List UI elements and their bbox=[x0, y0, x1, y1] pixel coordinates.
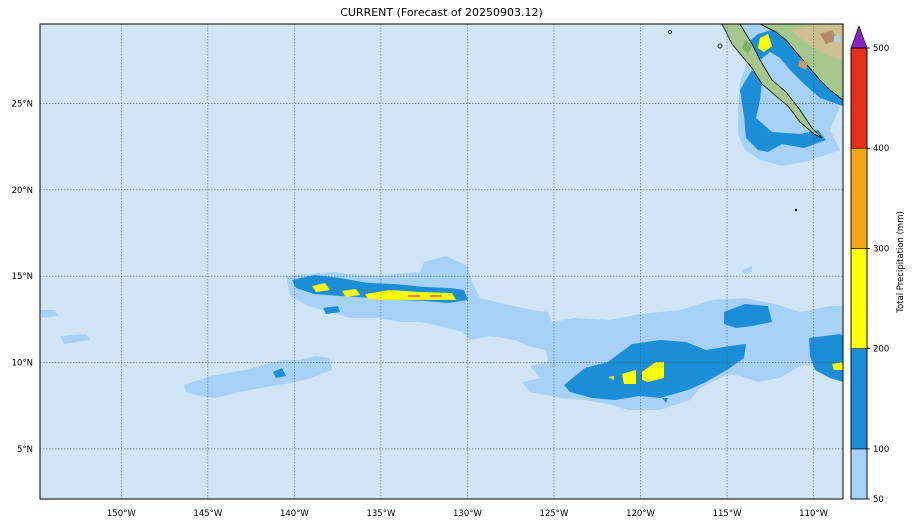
lon-tick-label: 125°W bbox=[540, 509, 569, 519]
map-title: CURRENT (Forecast of 20250903.12) bbox=[340, 6, 543, 19]
colorbar-segment bbox=[850, 348, 868, 450]
lat-tick-label: 20°N bbox=[12, 186, 33, 196]
colorbar-tick-label: 400 bbox=[873, 144, 889, 154]
precip-level-300-400 bbox=[408, 295, 442, 297]
lon-tick-label: 115°W bbox=[713, 509, 742, 519]
colorbar-segment bbox=[850, 47, 868, 149]
lat-tick-label: 10°N bbox=[12, 359, 33, 369]
lon-tick-label: 140°W bbox=[280, 509, 309, 519]
lon-tick-label: 120°W bbox=[626, 509, 655, 519]
lon-tick-label: 135°W bbox=[366, 509, 395, 519]
colorbar-tick-label: 100 bbox=[873, 445, 889, 455]
lat-tick-label: 25°N bbox=[12, 99, 33, 109]
lon-tick-label: 145°W bbox=[193, 509, 222, 519]
colorbar-segment bbox=[850, 248, 868, 349]
colorbar-extend-arrow bbox=[850, 25, 868, 49]
lat-tick-label: 15°N bbox=[12, 272, 33, 282]
precipitation-field bbox=[40, 24, 843, 410]
colorbar-frame bbox=[850, 47, 868, 500]
colorbar-tick-label: 300 bbox=[873, 244, 889, 254]
lon-tick-label: 130°W bbox=[453, 509, 482, 519]
colorbar-tick-label: 50 bbox=[873, 495, 884, 505]
lon-tick-label: 110°W bbox=[799, 509, 828, 519]
colorbar-label: Total Precipitation (mm) bbox=[896, 211, 906, 314]
graticule bbox=[40, 24, 843, 499]
land-mexico bbox=[668, 24, 843, 212]
colorbar-segment bbox=[850, 147, 868, 249]
colorbar-tick-label: 500 bbox=[873, 44, 889, 54]
lon-tick-label: 150°W bbox=[107, 509, 136, 519]
colorbar: 50 100 200 300 400 500 bbox=[850, 25, 889, 505]
axis-tick-labels: 150°W 145°W 140°W 135°W 130°W 125°W 120°W 115°W… bbox=[12, 99, 829, 519]
colorbar-tick-label: 200 bbox=[873, 345, 889, 355]
colorbar-segment bbox=[850, 448, 868, 500]
lat-tick-label: 5°N bbox=[17, 445, 33, 455]
map-frame bbox=[39, 23, 844, 500]
